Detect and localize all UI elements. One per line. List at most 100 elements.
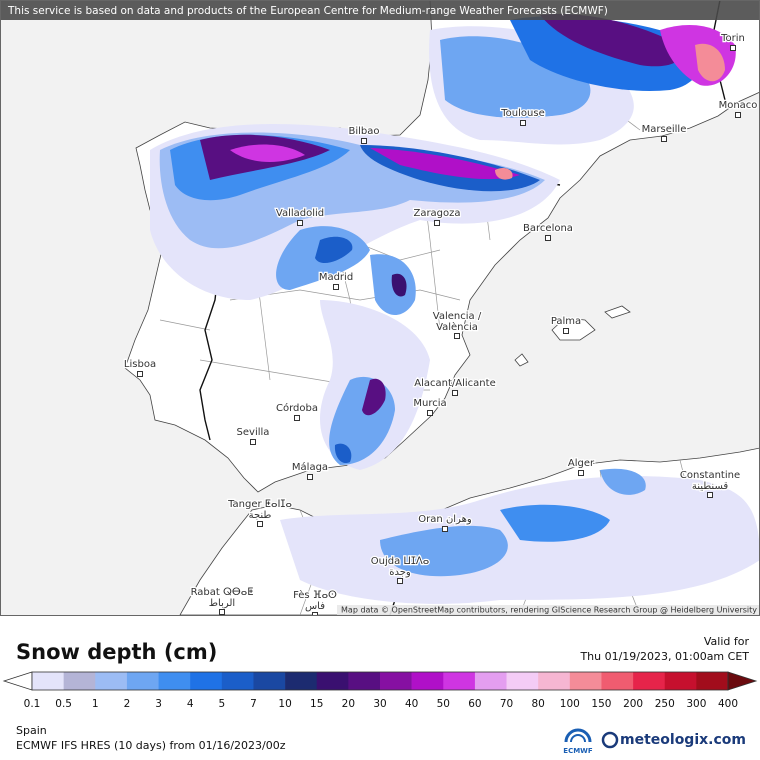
city-label: Bilbao bbox=[348, 126, 379, 137]
city-marker bbox=[545, 235, 551, 241]
colorbar-label: 40 bbox=[405, 698, 418, 710]
colorbar-label: 30 bbox=[373, 698, 386, 710]
colorbar-box bbox=[380, 672, 412, 690]
colorbar-label: 20 bbox=[342, 698, 355, 710]
city-marker bbox=[454, 333, 460, 339]
city-labels: Torin Toulouse Marseille Monaco Bilbao Zarago… bbox=[123, 32, 759, 615]
colorbar-box bbox=[633, 672, 666, 690]
colorbar-label: 10 bbox=[278, 698, 291, 710]
colorbar-box bbox=[158, 672, 191, 690]
city-label: Lisboa bbox=[124, 359, 156, 370]
colorbar-label: 4 bbox=[187, 698, 194, 710]
city-label-2: València bbox=[436, 321, 478, 333]
city-marker bbox=[452, 390, 458, 396]
city-label: Alacant/Alicante bbox=[414, 378, 495, 389]
colorbar-box bbox=[285, 672, 318, 690]
city-label: Zaragoza bbox=[413, 208, 460, 219]
colorbar-label: 50 bbox=[437, 698, 450, 710]
colorbar-box bbox=[316, 672, 349, 690]
colorbar-box bbox=[443, 672, 476, 690]
city-label-2: فاس bbox=[305, 601, 325, 612]
city-label-2: وجدة bbox=[389, 567, 411, 578]
city-label: Marseille bbox=[642, 124, 687, 135]
city-label: Tanger ⵟⴰⵏⵊⴰ bbox=[227, 499, 292, 510]
snow-cover bbox=[150, 14, 760, 604]
city-label: Valencia / bbox=[433, 311, 482, 322]
city-marker bbox=[219, 609, 225, 615]
colorbar-label: 7 bbox=[250, 698, 257, 710]
valid-time: Thu 01/19/2023, 01:00am CET bbox=[579, 650, 749, 663]
colorbar-box bbox=[601, 672, 634, 690]
attribution: Map data © OpenStreetMap contributors, r… bbox=[341, 606, 757, 615]
city-label: Córdoba bbox=[276, 402, 318, 414]
city-marker bbox=[578, 470, 584, 476]
colorbar-box bbox=[348, 672, 381, 690]
attribution-bg bbox=[337, 605, 760, 615]
colorbar-label: 5 bbox=[218, 698, 225, 710]
city-marker bbox=[361, 138, 367, 144]
banner-bg bbox=[0, 0, 760, 20]
colorbar-label: 400 bbox=[718, 698, 738, 710]
city-marker bbox=[730, 45, 736, 51]
colorbar-label: 200 bbox=[623, 698, 643, 710]
colorbar-label: 2 bbox=[124, 698, 131, 710]
valid-label: Valid for bbox=[704, 635, 750, 648]
city-label: Palma bbox=[551, 316, 581, 327]
colorbar-frame bbox=[31, 671, 729, 691]
colorbar-label: 15 bbox=[310, 698, 323, 710]
colorbar: 0.1 0.5 1 2 3 4 5 7 10 15 20 30 40 50 60 70 80 100 150 200 2… bbox=[2, 671, 758, 710]
city-label: Fès ⴼⴰⵙ bbox=[293, 589, 337, 601]
colorbar-label: 80 bbox=[531, 698, 544, 710]
map: Torin Toulouse Marseille Monaco Bilbao Zarago… bbox=[0, 0, 760, 615]
city-marker bbox=[257, 521, 263, 527]
city-marker bbox=[735, 112, 741, 118]
city-label-2: الرباط bbox=[209, 598, 235, 609]
ecmwf-logo: ECMWF bbox=[563, 728, 593, 755]
colorbar-label: 3 bbox=[155, 698, 162, 710]
city-marker bbox=[333, 284, 339, 290]
colorbar-box bbox=[506, 672, 539, 690]
ecmwf-text: ECMWF bbox=[563, 747, 593, 755]
city-label: Monaco bbox=[719, 100, 758, 111]
city-label: Madrid bbox=[319, 272, 353, 283]
colorbar-box bbox=[474, 672, 507, 690]
colorbar-label: 70 bbox=[500, 698, 513, 710]
city-label: Alger bbox=[568, 458, 595, 469]
colorbar-label: 1 bbox=[92, 698, 99, 710]
city-label: Oujda ⵡⵊⴷⴰ bbox=[371, 556, 430, 567]
city-marker bbox=[297, 220, 303, 226]
city-marker bbox=[427, 410, 433, 416]
city-marker bbox=[520, 120, 526, 126]
city-label: Rabat ⵕⴱⴰⵟ bbox=[191, 587, 254, 598]
colorbar-label: 100 bbox=[560, 698, 580, 710]
colorbar-box bbox=[696, 672, 729, 690]
city-marker bbox=[307, 474, 313, 480]
mallorca bbox=[551, 317, 596, 341]
city-label-2: قسنطينة bbox=[692, 481, 729, 492]
city-marker bbox=[312, 612, 318, 615]
colorbar-high-arrow bbox=[727, 671, 758, 691]
model-info: ECMWF IFS HRES (10 days) from 01/16/2023… bbox=[16, 739, 286, 752]
colorbar-box bbox=[538, 672, 571, 690]
colorbar-box bbox=[95, 672, 128, 690]
colorbar-box bbox=[126, 672, 159, 690]
city-marker bbox=[250, 439, 256, 445]
city-label-2: طنجة bbox=[249, 510, 272, 521]
city-marker bbox=[707, 492, 713, 498]
region: Spain bbox=[16, 724, 47, 737]
city-marker bbox=[661, 136, 667, 142]
city-label: Oran وهران bbox=[418, 514, 472, 525]
colorbar-box bbox=[664, 672, 697, 690]
colorbar-box bbox=[32, 672, 64, 690]
city-label: Toulouse bbox=[500, 108, 544, 119]
city-label: Málaga bbox=[292, 461, 328, 473]
colorbar-box bbox=[569, 672, 602, 690]
city-label: Sevilla bbox=[237, 427, 270, 438]
menorca bbox=[604, 305, 631, 319]
city-label: Torin bbox=[720, 33, 745, 44]
ibiza bbox=[514, 353, 529, 367]
colorbar-label: 150 bbox=[591, 698, 611, 710]
colorbar-label: 250 bbox=[655, 698, 675, 710]
city-label: Valladolid bbox=[276, 208, 324, 219]
